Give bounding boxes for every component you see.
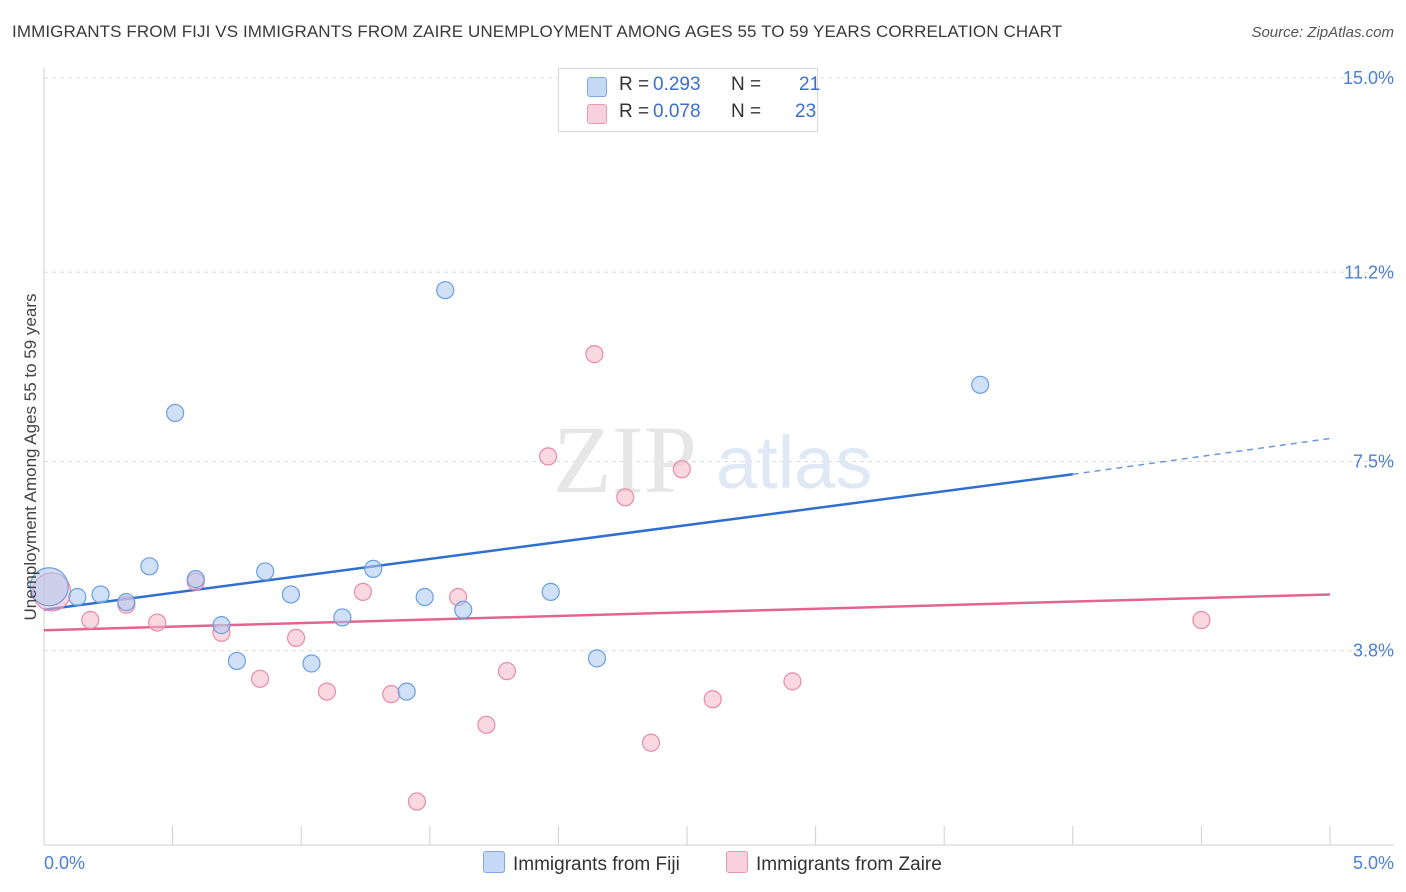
data-point: [641, 733, 661, 752]
data-point: [541, 582, 560, 601]
data-point: [353, 582, 373, 601]
data-point: [140, 557, 159, 576]
data-point: [364, 559, 383, 578]
data-point: [585, 345, 604, 364]
legend-item-zaire: Immigrants from Zaire: [726, 851, 942, 877]
data-point: [477, 715, 496, 734]
legend-n-value: 21: [799, 74, 821, 95]
data-point: [186, 570, 205, 589]
data-point: [281, 585, 301, 604]
data-point: [81, 610, 100, 630]
legend-swatch-zaire: [726, 851, 748, 873]
data-point: [672, 460, 691, 479]
y-tick-label: 3.8%: [1353, 641, 1394, 661]
data-point: [539, 447, 558, 466]
data-point: [256, 562, 275, 581]
legend-n-label: N =: [731, 74, 762, 95]
legend-swatch-fiji: [483, 851, 505, 873]
data-point: [415, 587, 434, 607]
legend-n-value: 23: [795, 101, 817, 122]
data-point: [212, 616, 231, 635]
data-point: [68, 587, 87, 607]
trend-line: [43, 593, 1331, 632]
legend-r-label: R =: [619, 74, 650, 95]
data-point: [227, 651, 246, 671]
data-point: [436, 281, 455, 300]
data-point: [703, 690, 722, 709]
legend-label-fiji: Immigrants from Fiji: [513, 854, 680, 875]
data-point: [166, 403, 185, 423]
y-tick-label: 15.0%: [1343, 68, 1394, 88]
trend-lines: [43, 437, 1331, 632]
data-point: [117, 593, 136, 612]
watermark: ZIP atlas: [553, 406, 872, 513]
data-point: [91, 585, 110, 604]
x-tick-label-max: 5.0%: [1353, 853, 1394, 873]
data-point: [497, 662, 517, 681]
grid-lines: 3.8% 7.5% 11.2% 15.0%: [44, 68, 1394, 661]
data-point: [587, 649, 607, 668]
data-point: [1192, 610, 1211, 630]
data-point: [250, 669, 270, 688]
axes: [43, 68, 1394, 846]
data-points: [29, 281, 1211, 811]
trend-line-extension: [1072, 437, 1331, 476]
data-point: [407, 792, 427, 811]
data-point: [616, 488, 635, 507]
legend-r-value: 0.293: [653, 74, 701, 95]
y-tick-label: 7.5%: [1353, 452, 1394, 472]
legend-n-label: N =: [731, 101, 762, 122]
legend-label-zaire: Immigrants from Zaire: [756, 854, 942, 875]
data-point: [302, 654, 321, 673]
data-point: [333, 608, 352, 627]
legend-item-fiji: Immigrants from Fiji: [483, 851, 680, 877]
source-credit: Source: ZipAtlas.com: [1251, 24, 1394, 41]
watermark-atlas: atlas: [716, 421, 872, 504]
legend-swatch-fiji: [587, 77, 607, 97]
x-tick-label-min: 0.0%: [44, 853, 85, 873]
legend-r-value: 0.078: [653, 101, 701, 122]
chart-title: IMMIGRANTS FROM FIJI VS IMMIGRANTS FROM …: [12, 22, 1063, 41]
data-point: [317, 682, 337, 701]
data-point: [148, 613, 167, 632]
data-point: [286, 628, 306, 648]
trend-line: [43, 473, 1073, 612]
correlation-legend: R = 0.293 N = 21 R = 0.078 N = 23: [558, 68, 821, 132]
data-point: [971, 375, 990, 394]
data-point: [454, 600, 473, 619]
data-point: [382, 685, 401, 704]
legend-swatch-zaire: [587, 104, 607, 124]
data-point: [397, 682, 416, 701]
data-point: [29, 567, 69, 607]
data-point: [783, 672, 802, 691]
y-axis-label: Unemployment Among Ages 55 to 59 years: [21, 294, 40, 621]
y-tick-label: 11.2%: [1344, 262, 1394, 282]
legend-r-label: R =: [619, 101, 650, 122]
